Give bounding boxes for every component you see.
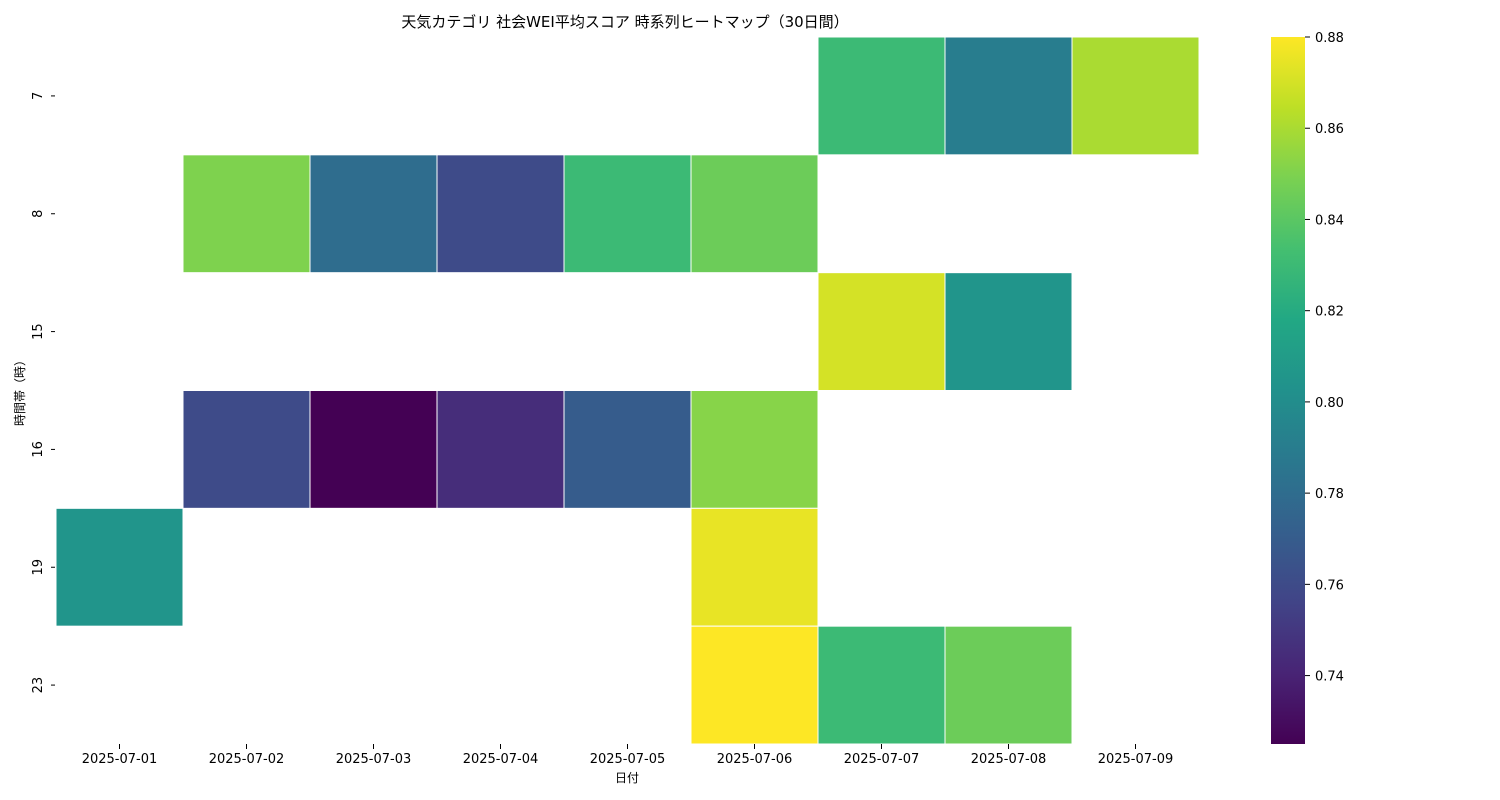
- heatmap-cell: [309, 154, 438, 274]
- colorbar-tick-label: 0.80: [1315, 396, 1344, 411]
- colorbar-tick-label: 0.74: [1315, 670, 1344, 685]
- x-axis-label: 日付: [615, 771, 639, 785]
- heatmap-cell: [690, 390, 819, 509]
- colorbar-ticks: 0.74 0.76 0.78 0.80 0.82 0.84 0.86 0.88: [1305, 31, 1344, 685]
- colorbar-gradient: [1271, 37, 1305, 744]
- colorbar-tick-label: 0.84: [1315, 213, 1344, 228]
- heatmap-cell: [817, 272, 946, 391]
- heatmap-cell: [1071, 36, 1200, 156]
- y-tick-label: 8: [31, 210, 46, 218]
- heatmap-cell: [563, 390, 692, 509]
- heatmap-cell: [690, 154, 819, 274]
- x-tick-label: 2025-07-01: [82, 752, 158, 767]
- heatmap-cell: [944, 36, 1073, 156]
- y-tick-label: 7: [31, 92, 46, 100]
- heatmap-cell: [436, 390, 565, 509]
- colorbar-tick-label: 0.78: [1315, 487, 1344, 502]
- heatmap-cells: [55, 36, 1200, 745]
- y-axis: 7 8 15 16 19 23: [31, 92, 55, 694]
- x-tick-label: 2025-07-04: [463, 752, 539, 767]
- x-tick-label: 2025-07-02: [209, 752, 285, 767]
- colorbar-tick-label: 0.82: [1315, 305, 1344, 320]
- heatmap-cell: [944, 625, 1073, 745]
- x-tick-label: 2025-07-06: [717, 752, 793, 767]
- x-tick-label: 2025-07-08: [971, 752, 1047, 767]
- y-tick-label: 16: [31, 441, 46, 458]
- colorbar-tick-label: 0.86: [1315, 122, 1344, 137]
- heatmap-cell: [182, 154, 311, 274]
- colorbar-tick-label: 0.88: [1315, 31, 1344, 46]
- x-tick-label: 2025-07-03: [336, 752, 412, 767]
- heatmap-cell: [309, 390, 438, 509]
- heatmap-cell: [690, 625, 819, 745]
- chart-title: 天気カテゴリ 社会WEI平均スコア 時系列ヒートマップ（30日間）: [401, 13, 848, 31]
- heatmap-cell: [690, 507, 819, 627]
- colorbar: 0.74 0.76 0.78 0.80 0.82 0.84 0.86 0.88: [1271, 31, 1344, 744]
- x-tick-label: 2025-07-09: [1098, 752, 1174, 767]
- heatmap-cell: [817, 625, 946, 745]
- x-tick-label: 2025-07-07: [844, 752, 920, 767]
- heatmap-cell: [182, 390, 311, 509]
- y-tick-label: 19: [31, 559, 46, 576]
- y-tick-label: 15: [31, 323, 46, 340]
- x-tick-label: 2025-07-05: [590, 752, 666, 767]
- heatmap-cell: [563, 154, 692, 274]
- heatmap-cell: [55, 507, 184, 627]
- heatmap-cell: [817, 36, 946, 156]
- y-tick-label: 23: [31, 677, 46, 694]
- colorbar-tick-label: 0.76: [1315, 578, 1344, 593]
- y-axis-label: 時間帯（時）: [13, 354, 27, 426]
- heatmap-cell: [436, 154, 565, 274]
- x-axis: 2025-07-01 2025-07-02 2025-07-03 2025-07-04…: [82, 744, 1174, 767]
- heatmap-cell: [944, 272, 1073, 391]
